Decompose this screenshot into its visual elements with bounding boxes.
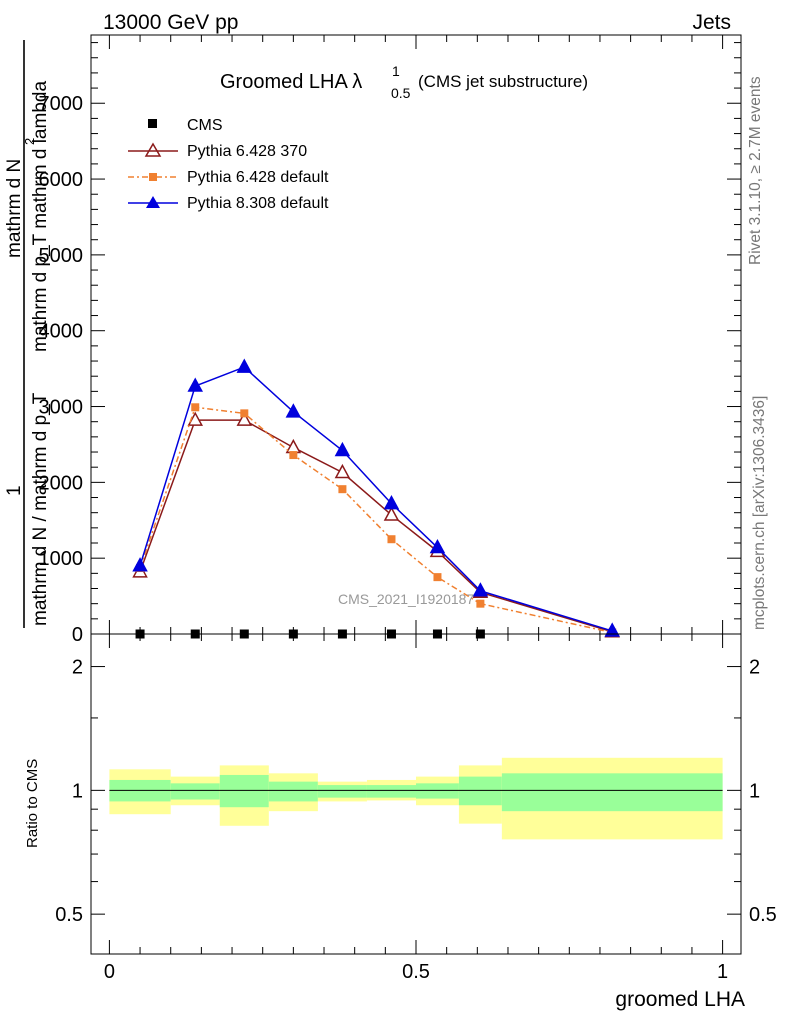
data-point-pythia-6-428-370 (187, 411, 204, 426)
data-point-pythia-8-308-default (285, 403, 302, 418)
ylabel-numerator-1: mathrm d N (4, 159, 25, 258)
x-tick-label: 0.5 (402, 961, 430, 983)
legend-marker-p6-370 (144, 142, 162, 157)
ratio-panel: 0.5 0.5 1 1 2 2 0 0.5 1 Ratio to CMS groomed LHA (24, 633, 777, 1011)
ratio-y-tick-label-right: 0.5 (749, 904, 777, 926)
data-point-pythia-6-428-default (387, 535, 396, 544)
data-point-pythia-8-308-default (604, 622, 620, 637)
x-tick-label: 0 (104, 961, 115, 983)
y-tick-label: 1000 (39, 548, 84, 570)
data-point-pythia-6-428-370 (285, 438, 302, 454)
ylabel-one: 1 (4, 485, 25, 496)
series-line-pythia-6-428-default (139, 406, 613, 634)
ratio-inner-band (501, 773, 723, 812)
y-tick-label: 5000 (39, 245, 84, 267)
ratio-inner-band (219, 774, 269, 808)
ratio-y-tick-label-right: 2 (749, 657, 760, 679)
y-tick-label: 2000 (39, 472, 84, 494)
main-ticks: 0 1000 2000 3000 4000 5000 6000 7000 (39, 35, 741, 646)
y-tick-label: 7000 (39, 93, 84, 115)
energy-label: 13000 GeV pp (103, 11, 238, 34)
y-tick-label: 3000 (39, 397, 84, 419)
data-point-pythia-6-428-370 (383, 506, 400, 521)
data-point-pythia-6-428-default (338, 485, 347, 494)
ratio-y-tick-label: 1 (72, 780, 83, 802)
chart-title: Groomed LHA λ (220, 71, 362, 93)
mcplots-label: mcplots.cern.ch [arXiv:1306.3436] (751, 396, 768, 630)
data-point-pythia-6-428-default (433, 573, 442, 582)
y-tick-label: 4000 (39, 321, 84, 343)
data-point-pythia-8-308-default (472, 582, 489, 597)
ratio-inner-band (458, 776, 502, 806)
ratio-y-tick-label: 2 (72, 657, 83, 679)
data-point-pythia-8-308-default (236, 358, 253, 373)
y-tick-label: 6000 (39, 169, 84, 191)
ratio-y-tick-label-right: 1 (749, 780, 760, 802)
legend-label-cms: CMS (187, 117, 223, 134)
ratio-inner-band (366, 785, 416, 798)
data-point-pythia-6-428-default (191, 403, 200, 412)
ratio-inner-band (317, 785, 367, 798)
data-point-pythia-6-428-default (240, 409, 249, 418)
ratio-frame (90, 633, 742, 955)
chart-title-tail: (CMS jet substructure) (418, 72, 588, 91)
legend-marker-p8-default (146, 196, 160, 208)
main-panel: 0 1000 2000 3000 4000 5000 6000 7000 Groomed LH… (4, 34, 742, 646)
legend-label-p8-default: Pythia 8.308 default (187, 195, 329, 212)
data-point-pythia-6-428-default (289, 451, 298, 460)
ratio-ylabel: Ratio to CMS (24, 759, 41, 848)
legend-marker-p6-default (149, 173, 157, 181)
ratio-ticks: 0.5 0.5 1 1 2 2 0 0.5 1 (55, 634, 777, 983)
ratio-bands (109, 757, 723, 840)
ratio-inner-band (416, 783, 459, 799)
category-label: Jets (692, 11, 731, 34)
ylabel-numerator-sup: 2 (22, 138, 37, 145)
ylabel-denominator-2: mathrm d N / mathrm d p_T (30, 392, 51, 626)
ylabel-denominator-1: mathrm d p_T mathrm d lambda (30, 81, 51, 352)
data-point-pythia-8-308-default (334, 441, 351, 457)
ratio-inner-band (268, 781, 318, 802)
main-series (132, 358, 620, 639)
analysis-watermark: CMS_2021_I1920187 (338, 591, 474, 607)
chart-title-sup: 1 (392, 63, 400, 79)
ratio-inner-band (170, 783, 220, 800)
ratio-y-tick-label: 0.5 (55, 904, 83, 926)
y-tick-label: 0 (72, 624, 83, 646)
x-axis-label: groomed LHA (615, 988, 745, 1011)
chart-title-sub: 0.5 (391, 85, 411, 101)
legend: CMS Pythia 6.428 370 Pythia 6.428 defaul… (128, 117, 329, 212)
data-point-pythia-8-308-default (429, 538, 446, 554)
data-point-pythia-6-428-370 (334, 463, 351, 479)
y-axis-label: mathrm d N 2 mathrm d p_T mathrm d lambd… (4, 40, 51, 628)
legend-label-p6-370: Pythia 6.428 370 (187, 143, 307, 160)
rivet-label: Rivet 3.1.10, ≥ 2.7M events (747, 76, 764, 265)
legend-marker-cms (148, 119, 157, 128)
x-tick-label: 1 (717, 961, 728, 983)
legend-label-p6-default: Pythia 6.428 default (187, 169, 329, 186)
data-point-pythia-8-308-default (187, 377, 204, 392)
data-point-pythia-6-428-370 (236, 411, 253, 426)
data-point-pythia-8-308-default (383, 495, 400, 510)
data-point-pythia-6-428-default (476, 599, 485, 608)
data-point-pythia-8-308-default (132, 557, 148, 572)
